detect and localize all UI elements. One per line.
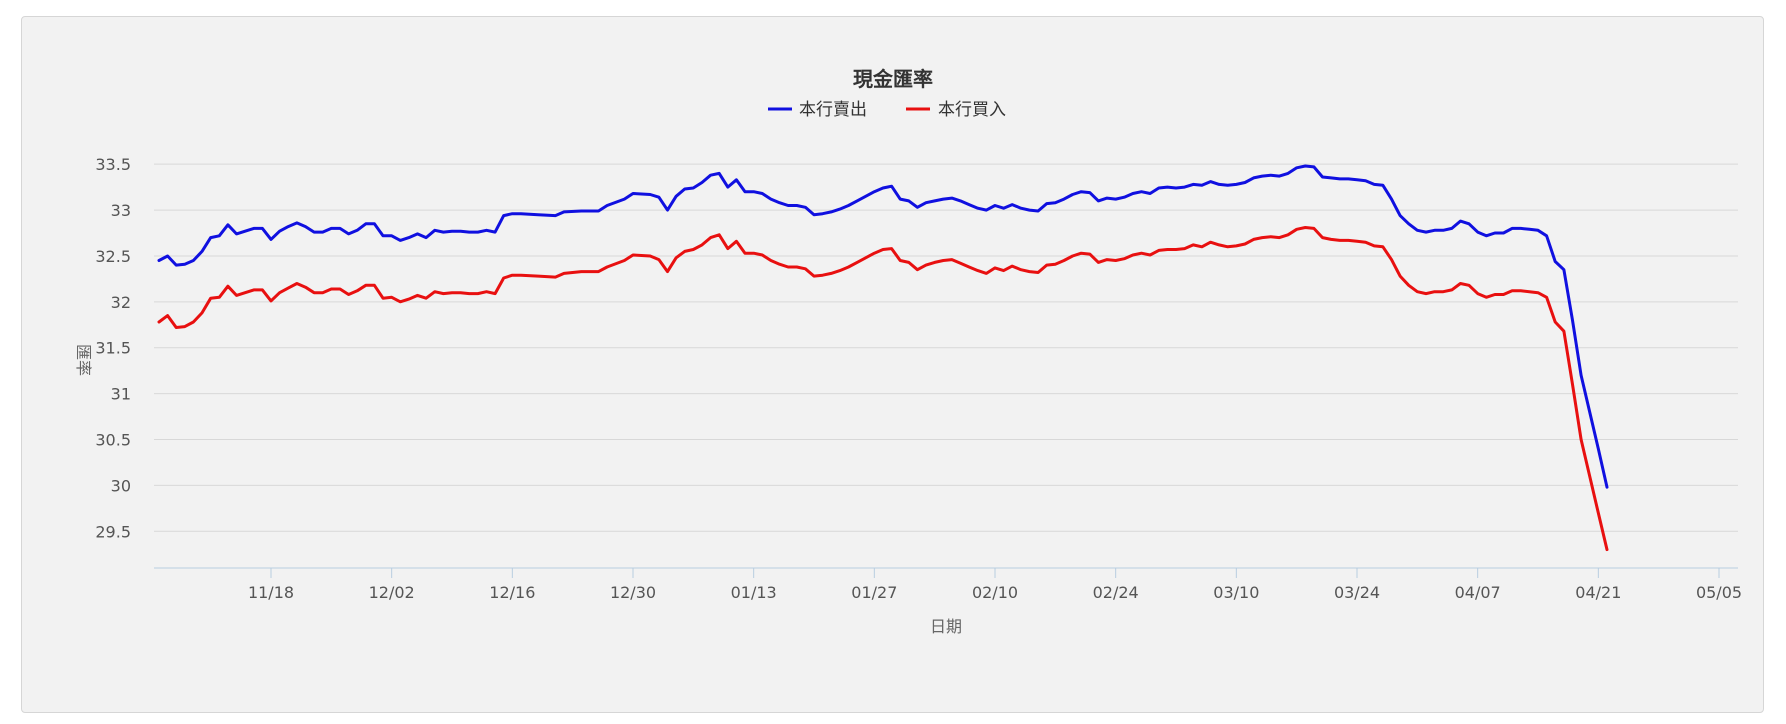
legend-label-sell: 本行賣出 bbox=[799, 100, 867, 120]
x-tick-label: 01/13 bbox=[731, 583, 777, 602]
x-tick-label: 12/30 bbox=[610, 583, 656, 602]
y-tick-label: 33.5 bbox=[95, 155, 131, 174]
series-line-buy[interactable] bbox=[157, 226, 1609, 552]
series-lines bbox=[157, 164, 1609, 552]
y-tick-label: 29.5 bbox=[95, 522, 131, 541]
legend-label-buy: 本行買入 bbox=[938, 100, 1006, 120]
x-axis-ticks: 11/18 12/02 12/16 12/30 01/13 01/27 02/10 02/24… bbox=[248, 568, 1742, 602]
x-tick-label: 05/05 bbox=[1696, 583, 1742, 602]
legend-item-sell[interactable]: 本行賣出 bbox=[768, 100, 867, 120]
gridlines bbox=[154, 163, 1738, 532]
x-tick-label: 02/24 bbox=[1093, 583, 1139, 602]
y-tick-label: 32 bbox=[111, 293, 131, 312]
x-tick-label: 03/24 bbox=[1334, 583, 1380, 602]
x-tick-label: 12/16 bbox=[489, 583, 535, 602]
y-tick-label: 30 bbox=[111, 476, 131, 495]
y-axis-ticks: 33.5 33 32.5 32 31.5 31 30.5 30 29.5 bbox=[95, 155, 131, 541]
y-axis-title-group: 匯率 bbox=[74, 344, 93, 376]
x-tick-label: 11/18 bbox=[248, 583, 294, 602]
x-tick-label: 04/21 bbox=[1575, 583, 1621, 602]
x-tick-label: 02/10 bbox=[972, 583, 1018, 602]
chart-panel bbox=[21, 16, 1764, 713]
chart-title: 現金匯率 bbox=[853, 67, 933, 91]
legend-item-buy[interactable]: 本行買入 bbox=[906, 100, 1006, 120]
y-tick-label: 33 bbox=[111, 201, 131, 220]
y-tick-label: 31.5 bbox=[95, 339, 131, 358]
x-tick-label: 01/27 bbox=[851, 583, 897, 602]
x-tick-label: 04/07 bbox=[1455, 583, 1501, 602]
x-tick-label: 12/02 bbox=[369, 583, 415, 602]
y-tick-label: 30.5 bbox=[95, 431, 131, 450]
legend: 本行賣出 本行買入 bbox=[768, 100, 1006, 120]
series-line-sell[interactable] bbox=[157, 164, 1609, 489]
y-tick-label: 32.5 bbox=[95, 247, 131, 266]
y-tick-label: 31 bbox=[111, 385, 131, 404]
x-axis-title: 日期 bbox=[930, 617, 962, 636]
x-tick-label: 03/10 bbox=[1213, 583, 1259, 602]
y-axis-title: 匯率 bbox=[74, 344, 93, 376]
